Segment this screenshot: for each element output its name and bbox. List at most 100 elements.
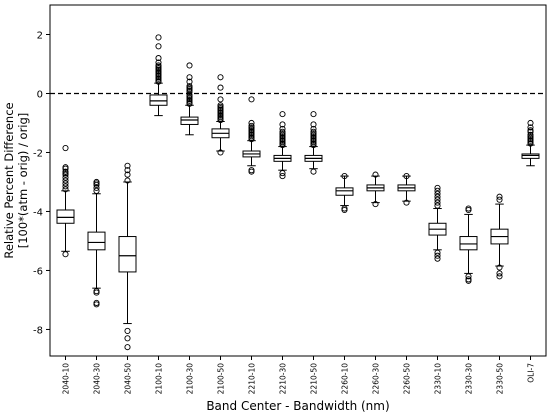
outlier-point [496,270,503,277]
iqr-box [521,153,540,159]
iqr-box [87,231,106,251]
box-2210-30 [273,111,292,180]
x-tick-label: 2330-50 [496,363,505,395]
y-axis-label-line-1: Relative Percent Difference [2,102,16,258]
outlier-point [62,165,69,172]
iqr-box [118,236,137,273]
outlier-point [62,180,69,187]
outlier-point [62,177,69,184]
outlier-point [434,190,441,197]
outlier-point [248,119,255,127]
plot-area: -8-6-4-202 2040-10 2040-30 2040-50 2100-10 2… [33,4,547,395]
outlier-point [124,335,131,342]
y-tick-label: -8 [33,325,43,336]
y-tick-label: 2 [37,30,43,41]
box-2210-50 [304,111,323,175]
outlier-point [217,149,224,156]
box-2330-30 [459,205,478,284]
outlier-point [279,125,286,132]
x-tick-label: 2330-10 [434,363,443,395]
outlier-point [310,121,317,128]
y-tick-label: -2 [33,148,43,159]
outlier-point [279,170,286,177]
outlier-point [434,249,441,256]
outlier-point [310,128,317,135]
outlier-point [527,127,534,134]
outlier-point [124,167,131,174]
y-tick-label: 0 [37,89,43,100]
outlier-point [527,124,534,131]
outlier-point [217,74,224,81]
outlier-point [434,202,441,209]
box-2210-10 [242,96,261,175]
x-tick-label: 2040-10 [62,363,71,395]
outlier-point [62,251,69,258]
outlier-point [434,193,441,200]
box-2100-10 [149,34,168,117]
outlier-point [186,78,193,85]
outlier-point [124,327,131,334]
y-axis-label: Relative Percent Difference [100*(atm - … [2,102,30,258]
outlier-point [124,162,131,169]
outlier-point [465,205,472,212]
outlier-point [434,184,441,191]
outlier-point [310,111,317,118]
axes-frame [49,4,547,357]
outlier-point [124,171,131,178]
x-tick-label: 2330-30 [465,363,474,395]
outlier-point [124,177,131,184]
outlier-point [403,199,410,206]
outlier-point [62,186,69,193]
outlier-point [434,252,441,259]
outlier-point [496,264,503,271]
iqr-box [149,94,168,106]
outlier-point [186,83,193,90]
box-2330-10 [428,184,447,262]
x-axis-label: Band Center - Bandwidth (nm) [206,399,389,413]
outlier-point [124,344,131,351]
box-2040-10 [56,145,75,258]
y-tick-label: -4 [33,207,43,218]
outlier-point [93,187,100,194]
iqr-box [335,187,354,196]
outlier-point [403,173,410,180]
outlier-point [248,167,255,174]
outlier-point [279,128,286,135]
outlier-point [217,84,224,91]
iqr-box [180,116,199,125]
x-tick-label: 2040-30 [93,363,102,395]
y-tick-label: -6 [33,266,43,277]
outlier-point [527,119,534,127]
box-2260-10 [335,173,354,214]
outlier-point [62,174,69,181]
outlier-point [310,168,317,175]
box-series [56,34,540,351]
outlier-point [155,62,162,69]
outlier-point [186,74,193,81]
x-tick-label: 2210-10 [248,363,257,395]
outlier-point [62,171,69,178]
outlier-point [248,122,255,129]
outlier-point [434,199,441,206]
outlier-point [341,205,348,212]
box-2040-30 [87,178,106,308]
outlier-point [465,276,472,283]
outlier-point [434,255,441,262]
x-tick-label: 2100-10 [155,363,164,395]
outlier-point [279,173,286,180]
y-axis-label-line-2: [100*(atm - orig) / orig] [16,113,30,249]
outlier-point [155,34,162,41]
outlier-point [248,96,255,103]
outlier-point [186,62,193,69]
outlier-point [93,184,100,191]
outlier-point [341,173,348,180]
outlier-point [279,121,286,128]
box-2040-50 [118,162,137,351]
box-2100-50 [211,74,230,156]
x-tick-label: 2210-50 [310,363,319,395]
iqr-box [56,209,75,224]
outlier-point [155,59,162,66]
outlier-point [93,299,100,306]
outlier-point [217,102,224,109]
